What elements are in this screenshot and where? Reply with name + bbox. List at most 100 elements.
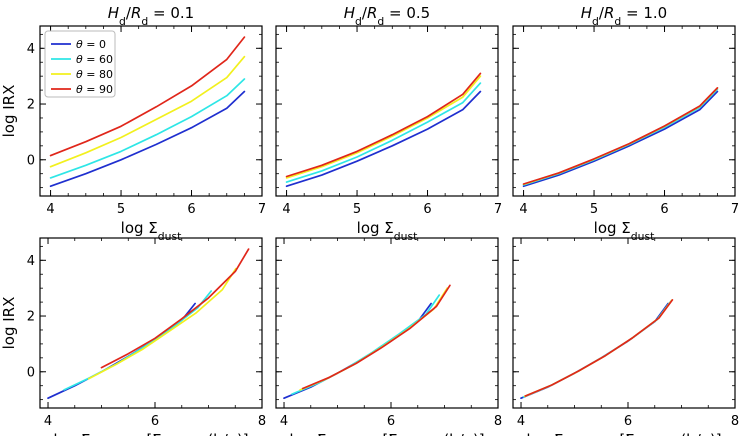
series-line-theta-0 bbox=[49, 90, 246, 188]
legend-value: = 80 bbox=[83, 68, 113, 81]
legend-box bbox=[44, 30, 116, 98]
label-subscript: d bbox=[141, 15, 148, 28]
x-tick-label: 6 bbox=[187, 202, 195, 217]
axes-frame bbox=[275, 237, 499, 409]
label-part: H bbox=[108, 4, 119, 22]
series-line-theta-90 bbox=[285, 72, 482, 178]
label-part: H bbox=[581, 4, 592, 22]
series-line-theta-0 bbox=[522, 90, 719, 188]
y-axis-label: log IRX bbox=[0, 85, 18, 138]
x-axis-label: log Σdust, proj [Σdust ÷ (b/a)] bbox=[289, 431, 484, 436]
series-line-theta-90 bbox=[49, 36, 246, 157]
legend-symbol: θ bbox=[76, 83, 83, 96]
series-line-theta-90 bbox=[100, 248, 250, 369]
label-part: log Σ bbox=[289, 431, 326, 436]
panel-title: Hd/Rd = 0.1 bbox=[108, 4, 194, 28]
panel-top-right: 4 5 6 7 Hd/Rd = 1.0 log Σdust bbox=[512, 4, 739, 243]
label-part: log Σ bbox=[526, 431, 563, 436]
label-part: / bbox=[362, 4, 368, 22]
x-tick-label: 4 bbox=[282, 202, 290, 217]
y-axis-label: log IRX bbox=[0, 297, 18, 350]
series-group bbox=[283, 284, 451, 400]
label-part: log Σ bbox=[121, 219, 158, 237]
x-tick-label: 7 bbox=[258, 202, 266, 217]
label-part: R bbox=[131, 4, 141, 22]
label-part: H bbox=[344, 4, 355, 22]
x-tick-label: 4 bbox=[46, 202, 54, 217]
y-tick-label: 4 bbox=[27, 42, 35, 57]
legend-label: θ = 60 bbox=[76, 53, 113, 66]
x-tick-label: 6 bbox=[387, 414, 395, 429]
label-part: log Σ bbox=[53, 431, 90, 436]
label-part: / bbox=[599, 4, 605, 22]
legend-value: = 0 bbox=[83, 38, 106, 51]
series-line-theta-0 bbox=[47, 302, 196, 400]
x-tick-label: 4 bbox=[519, 202, 527, 217]
series-group bbox=[520, 299, 674, 400]
legend-label: θ = 0 bbox=[76, 38, 106, 51]
label-part: = 0.1 bbox=[148, 4, 194, 22]
label-part: [Σ bbox=[142, 431, 162, 436]
x-tick-label: 4 bbox=[44, 414, 52, 429]
x-tick-label: 7 bbox=[731, 202, 739, 217]
legend: θ = 0θ = 60θ = 80θ = 90 bbox=[44, 30, 116, 98]
x-tick-label: 8 bbox=[258, 414, 266, 429]
axes-frame bbox=[512, 237, 736, 409]
panel-title: Hd/Rd = 1.0 bbox=[581, 4, 667, 28]
label-subscript: d bbox=[355, 15, 362, 28]
x-axis-label: log Σdust bbox=[594, 219, 655, 243]
panel-bottom-middle: 4 6 8 log Σdust, proj [Σdust ÷ (b/a)] bbox=[275, 237, 502, 436]
label-part: log Σ bbox=[357, 219, 394, 237]
x-axis-label: log Σdust bbox=[357, 219, 418, 243]
label-part: = 1.0 bbox=[621, 4, 667, 22]
series-line-theta-80 bbox=[49, 55, 246, 168]
y-tick-label: 2 bbox=[27, 310, 35, 325]
x-axis-label: log Σdust, proj [Σdust ÷ (b/a)] bbox=[53, 431, 248, 436]
x-tick-label: 4 bbox=[280, 414, 288, 429]
label-subscript: d bbox=[592, 15, 599, 28]
series-line-theta-60 bbox=[49, 78, 246, 179]
label-subscript: dust bbox=[631, 230, 655, 243]
series-group bbox=[49, 36, 246, 188]
legend-value: = 60 bbox=[83, 53, 113, 66]
label-subscript: dust bbox=[158, 230, 182, 243]
series-line-theta-90 bbox=[301, 284, 451, 390]
series-line-theta-80 bbox=[522, 87, 719, 186]
legend-label: θ = 80 bbox=[76, 68, 113, 81]
label-subscript: d bbox=[614, 15, 621, 28]
label-part: [Σ bbox=[378, 431, 398, 436]
panel-bottom-right: 4 6 8 log Σdust, proj [Σdust ÷ (b/a)] bbox=[512, 237, 739, 436]
series-line-theta-80 bbox=[523, 299, 673, 398]
legend-symbol: θ bbox=[76, 53, 83, 66]
x-tick-label: 6 bbox=[423, 202, 431, 217]
x-tick-label: 8 bbox=[494, 414, 502, 429]
x-tick-label: 4 bbox=[517, 414, 525, 429]
x-tick-label: 8 bbox=[731, 414, 739, 429]
label-part: R bbox=[367, 4, 377, 22]
label-part: / bbox=[126, 4, 132, 22]
legend-symbol: θ bbox=[76, 68, 83, 81]
x-axis-label: log Σdust bbox=[121, 219, 182, 243]
x-tick-label: 5 bbox=[590, 202, 598, 217]
legend-label: θ = 90 bbox=[76, 83, 113, 96]
series-line-theta-0 bbox=[283, 302, 432, 400]
series-line-theta-90 bbox=[524, 299, 674, 397]
axes-frame bbox=[512, 25, 736, 197]
axes-frame bbox=[39, 25, 263, 197]
axes-frame bbox=[39, 237, 263, 409]
y-tick-label: 0 bbox=[27, 153, 35, 168]
series-line-theta-60 bbox=[522, 88, 719, 186]
series-line-theta-0 bbox=[285, 90, 482, 188]
axes-frame bbox=[275, 25, 499, 197]
x-tick-label: 5 bbox=[353, 202, 361, 217]
label-part: ÷ (b/a)] bbox=[421, 431, 484, 436]
label-subscript: d bbox=[119, 15, 126, 28]
series-line-theta-60 bbox=[522, 300, 672, 398]
series-line-theta-80 bbox=[87, 267, 237, 380]
y-tick-label: 2 bbox=[27, 98, 35, 113]
x-tick-label: 6 bbox=[660, 202, 668, 217]
